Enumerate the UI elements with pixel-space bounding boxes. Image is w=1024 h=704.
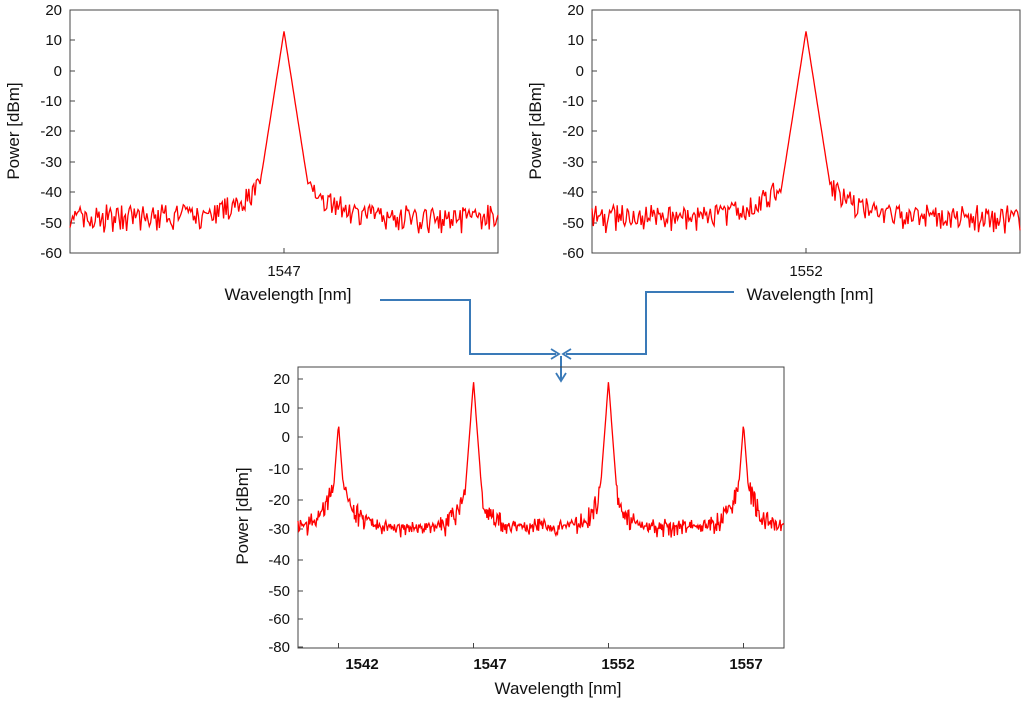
y-tick-label: -10 xyxy=(562,93,584,110)
y-tick-label: -40 xyxy=(562,184,584,201)
y-tick-label: 10 xyxy=(45,32,62,49)
y-tick-label: -30 xyxy=(562,154,584,171)
y-tick-label: 0 xyxy=(576,63,584,80)
x-tick-label: 1542 xyxy=(345,656,378,673)
y-tick-label: -20 xyxy=(268,492,290,509)
y-tick-label: -60 xyxy=(268,611,290,628)
y-tick-label: 20 xyxy=(45,2,62,19)
y-tick-marks xyxy=(70,39,285,253)
combine-arrows xyxy=(380,291,734,383)
connector-right xyxy=(566,291,734,355)
y-tick-label: -40 xyxy=(268,552,290,569)
x-axis-label: Wavelength [nm] xyxy=(225,285,352,304)
plot-frame xyxy=(297,366,785,649)
chart-top-right: 20 10 0 -10 -20 -30 -40 -50 -60 1552 Wav… xyxy=(526,2,1021,304)
y-tick-label: 20 xyxy=(273,371,290,388)
y-tick-label: -50 xyxy=(40,215,62,232)
y-tick-label: -50 xyxy=(268,583,290,600)
y-tick-marks xyxy=(298,378,744,648)
y-tick-label: -30 xyxy=(268,521,290,538)
y-tick-label: -30 xyxy=(40,154,62,171)
y-tick-label: -20 xyxy=(40,123,62,140)
y-tick-label: 0 xyxy=(54,63,62,80)
y-axis-label: Power [dBm] xyxy=(526,82,545,179)
x-axis-label: Wavelength [nm] xyxy=(495,679,622,698)
chart-bottom: 20 10 0 -10 -20 -30 -40 -50 -60 -80 1542… xyxy=(233,366,785,698)
x-tick-label: 1552 xyxy=(601,656,634,673)
y-tick-marks xyxy=(592,39,807,253)
x-tick-label: 1547 xyxy=(473,656,506,673)
arrowhead-right-icon xyxy=(561,348,572,360)
arrowhead-left-icon xyxy=(550,348,561,360)
x-axis-label: Wavelength [nm] xyxy=(747,285,874,304)
y-tick-label: 20 xyxy=(567,2,584,19)
spectrum-line xyxy=(69,31,499,234)
y-tick-label: -50 xyxy=(562,215,584,232)
y-tick-label: -10 xyxy=(40,93,62,110)
spectrum-line xyxy=(297,382,785,538)
y-axis-label: Power [dBm] xyxy=(4,82,23,179)
y-tick-label: 10 xyxy=(273,400,290,417)
arrowhead-down-icon xyxy=(555,372,567,383)
x-tick-label: 1552 xyxy=(789,263,822,280)
y-tick-label: 0 xyxy=(282,429,290,446)
y-tick-label: -40 xyxy=(40,184,62,201)
spectrum-line xyxy=(591,31,1021,234)
y-axis-label: Power [dBm] xyxy=(233,467,252,564)
y-tick-label: -60 xyxy=(40,245,62,262)
connector-left xyxy=(380,299,556,355)
y-tick-label: -10 xyxy=(268,461,290,478)
y-tick-label: 10 xyxy=(567,32,584,49)
y-tick-label: -60 xyxy=(562,245,584,262)
x-tick-label: 1557 xyxy=(729,656,762,673)
chart-top-left: 20 10 0 -10 -20 -30 -40 -50 -60 1547 Wav… xyxy=(4,2,499,304)
y-tick-label: -80 xyxy=(268,639,290,656)
y-tick-label: -20 xyxy=(562,123,584,140)
x-tick-label: 1547 xyxy=(267,263,300,280)
